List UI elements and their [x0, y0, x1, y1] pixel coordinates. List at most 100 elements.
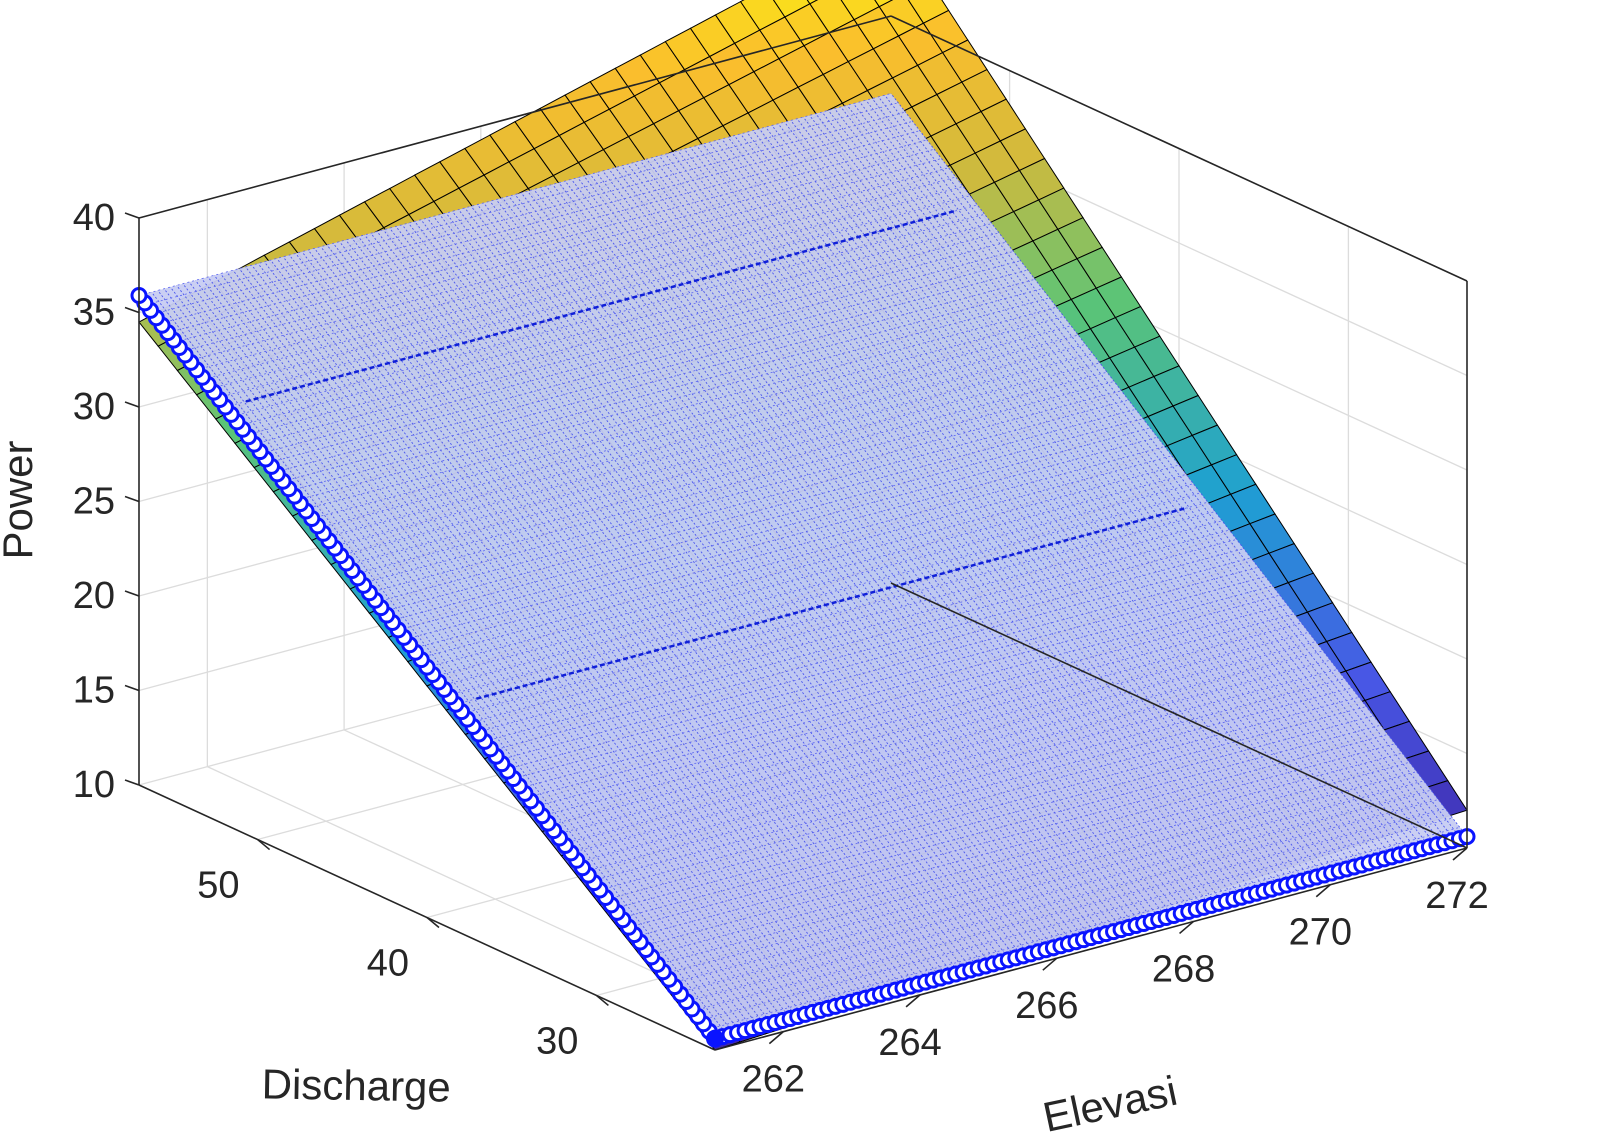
axis-edge	[138, 15, 892, 219]
plane-band	[475, 506, 1188, 700]
plane-line-x	[232, 269, 810, 1014]
plane-line-x	[759, 128, 1336, 873]
plane-line-x	[339, 241, 916, 986]
plane-line-x	[771, 125, 1349, 869]
plane-line-x	[370, 232, 948, 977]
plane-line-x	[351, 237, 929, 982]
plane-line-x	[376, 231, 954, 975]
plane-corner-marker	[706, 1029, 724, 1048]
z-tick	[124, 306, 140, 314]
plane-line-x	[213, 275, 791, 1019]
plane-line-x	[683, 148, 1261, 893]
y-tick	[257, 838, 271, 851]
plane-line-x	[621, 165, 1198, 910]
tick-labels: 262 264 266 268 270 272 30 40 50 10 15 20 25 30 35 40	[73, 197, 1489, 1101]
plane-line-x	[533, 189, 1111, 933]
plane-line-x	[464, 207, 1042, 952]
z-tick	[124, 495, 140, 503]
fit-plane	[130, 93, 1476, 1048]
plane-line-x	[282, 256, 860, 1001]
plane-line-x	[614, 167, 1192, 912]
x-tick-label: 266	[1015, 985, 1078, 1027]
plane-line-x	[332, 243, 910, 987]
plane-line-x	[790, 120, 1368, 864]
plane-line-x	[633, 162, 1211, 906]
plane-line-x	[715, 140, 1292, 885]
plane-line-x	[295, 253, 873, 997]
plane-line-x	[151, 291, 728, 1036]
plane-line-x	[827, 110, 1405, 854]
plane-line-x	[690, 147, 1267, 891]
z-tick	[124, 401, 140, 408]
plane-band	[245, 209, 958, 403]
plane-line-x	[646, 158, 1223, 903]
plane-line-x	[652, 157, 1230, 901]
plane-line-x	[884, 94, 1462, 839]
plane-line-x	[583, 175, 1161, 920]
x-tick-label: 270	[1289, 912, 1352, 954]
plane-line-x	[527, 190, 1104, 935]
z-tick	[124, 779, 140, 786]
plane-line-x	[746, 131, 1324, 876]
plane-line-x	[401, 224, 979, 969]
plane-line-x	[809, 115, 1386, 859]
z-tick	[124, 684, 140, 692]
z-tick-label: 20	[73, 575, 115, 617]
z-tick	[124, 212, 140, 219]
plane-line-x	[289, 254, 866, 999]
z-tick-label: 25	[73, 481, 115, 523]
y-tick-label: 40	[367, 943, 409, 985]
plane-line-x	[176, 285, 753, 1029]
plane-line-x	[815, 113, 1393, 858]
plane-line-x	[658, 155, 1236, 900]
y-tick-label: 50	[197, 865, 239, 907]
plane-line-x	[489, 200, 1067, 945]
x-tick-label: 262	[742, 1059, 805, 1101]
plane-line-x	[589, 174, 1167, 918]
plane-line-x	[345, 239, 923, 984]
plane-line-x	[752, 130, 1330, 874]
y-axis-label: Discharge	[261, 1060, 451, 1110]
z-tick-label: 35	[73, 292, 115, 334]
axis-edge	[890, 582, 1468, 849]
z-tick	[124, 590, 140, 597]
x-tick-label: 264	[878, 1022, 941, 1064]
plane-line-x	[420, 219, 998, 964]
z-tick-label: 40	[73, 197, 115, 239]
plane-line-x	[796, 118, 1374, 863]
x-tick-label: 268	[1152, 948, 1215, 990]
plane-line-x	[602, 170, 1180, 915]
plane-line-x	[721, 138, 1299, 883]
plane-line-x	[251, 264, 829, 1009]
y-tick-label: 30	[536, 1020, 578, 1062]
plane-line-x	[552, 184, 1129, 928]
tick-marks	[124, 212, 1468, 1045]
plane-line-x	[389, 227, 967, 972]
plane-line-x	[188, 281, 766, 1026]
plane-line-x	[508, 195, 1086, 940]
plane-line-x	[169, 286, 747, 1031]
plane-line-x	[784, 121, 1361, 866]
plane-line-x	[853, 103, 1430, 848]
plane-line-x	[163, 288, 741, 1033]
axis-edge	[714, 847, 1468, 1051]
plane-line-x	[301, 251, 879, 996]
plane-line-x	[865, 99, 1443, 844]
plane-line-x	[802, 116, 1380, 861]
plane-line-x	[483, 202, 1061, 947]
plane-line-x	[502, 197, 1079, 942]
plane-line-x	[439, 214, 1017, 959]
plane-line-x	[307, 249, 885, 994]
plane-line-x	[571, 179, 1148, 923]
x-tick-label: 272	[1425, 875, 1488, 917]
plane-line-x	[733, 135, 1311, 880]
plane-line-x	[276, 258, 854, 1002]
plane-line-x	[314, 248, 891, 992]
plane-line-x	[577, 177, 1155, 922]
plane-line-x	[320, 246, 898, 991]
plane-line-x	[414, 221, 992, 965]
plane-line-x	[195, 280, 772, 1024]
plane-line-x	[840, 106, 1418, 851]
plane-line-x	[201, 278, 779, 1023]
